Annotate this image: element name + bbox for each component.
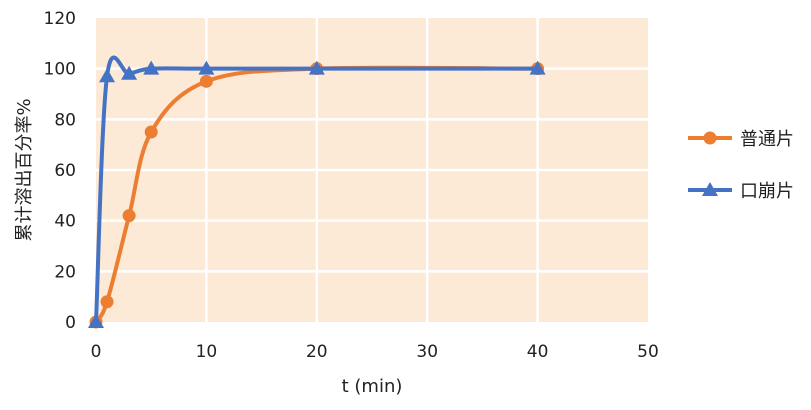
x-tick-label: 0 [91,342,102,362]
x-tick-label: 30 [416,342,438,362]
x-tick-label: 50 [637,342,659,362]
y-tick-label: 60 [54,161,76,181]
data-point-triangle [88,314,104,328]
series-group [88,55,546,329]
data-point-triangle [198,60,215,75]
y-tick-label: 40 [54,212,76,232]
y-tick-label: 0 [65,313,76,333]
y-tick-label: 120 [44,9,76,29]
y-tick-label: 20 [54,262,76,282]
legend-marker [702,182,718,196]
data-point-triangle [143,60,160,75]
data-point-triangle [529,60,546,75]
data-point-circle [144,125,158,139]
y-tick-label: 80 [54,110,76,130]
x-tick-label: 20 [306,342,328,362]
y-axis-label: 累计溶出百分率% [14,98,35,241]
legend-marker [703,131,717,145]
data-point-circle [100,295,114,309]
data-point-triangle [121,65,138,80]
x-axis-label: t (min) [342,376,403,397]
x-tick-label: 10 [196,342,218,362]
legend-label: 口崩片 [740,181,794,202]
tick-labels: 0 20 40 60 80 100 120 0 10 20 30 40 50 [44,9,659,362]
y-tick-label: 100 [44,60,76,80]
data-point-circle [122,209,136,223]
x-tick-label: 40 [527,342,549,362]
data-point-triangle [308,60,325,75]
legend-label: 普通片 [740,129,794,150]
data-point-circle [199,74,213,88]
data-point-triangle [99,68,116,83]
